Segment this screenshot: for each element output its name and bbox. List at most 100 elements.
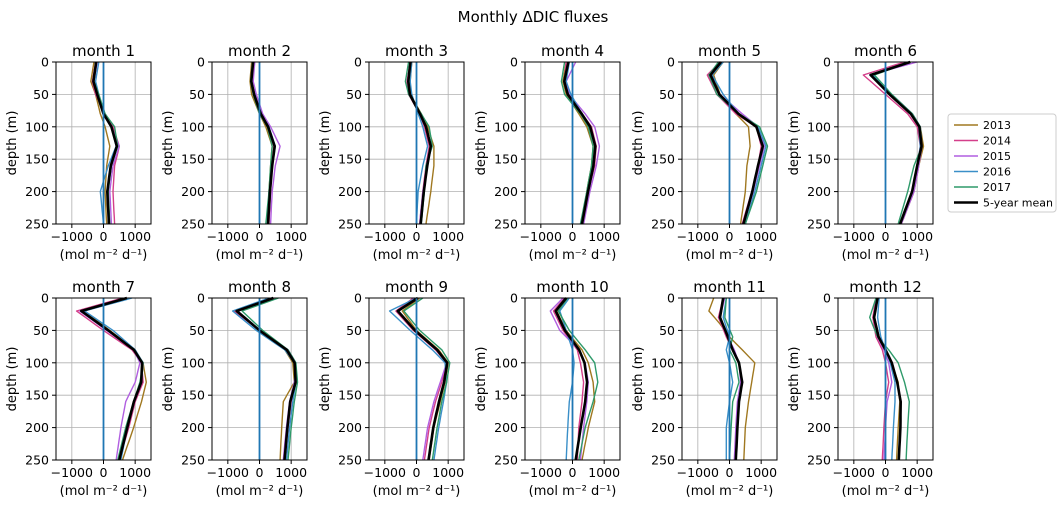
y-tick-label: 150 bbox=[494, 152, 518, 167]
y-tick-label: 200 bbox=[651, 420, 675, 435]
y-tick-label: 200 bbox=[181, 420, 205, 435]
y-tick-label: 250 bbox=[181, 217, 205, 232]
y-tick-label: 0 bbox=[41, 55, 49, 70]
x-axis-label: (mol m⁻² d⁻¹) bbox=[60, 248, 148, 263]
y-tick-label: 250 bbox=[25, 453, 49, 468]
y-tick-label: 200 bbox=[338, 420, 362, 435]
y-axis-label: depth (m) bbox=[5, 111, 20, 176]
panel-title: month 7 bbox=[72, 278, 135, 296]
y-tick-label: 250 bbox=[651, 217, 675, 232]
y-tick-label: 150 bbox=[338, 152, 362, 167]
x-tick-label: 1000 bbox=[901, 229, 933, 244]
y-tick-label: 100 bbox=[494, 119, 518, 134]
series-line-5-year-mean bbox=[554, 297, 589, 461]
series-line-2015 bbox=[565, 61, 601, 225]
y-tick-label: 150 bbox=[494, 388, 518, 403]
series-line-5-year-mean bbox=[406, 61, 433, 225]
y-axis-label: depth (m) bbox=[318, 347, 333, 412]
x-axis-label: (mol m⁻² d⁻¹) bbox=[373, 484, 461, 499]
x-tick-label: −1000 bbox=[677, 229, 719, 244]
panel-title: month 4 bbox=[541, 42, 604, 60]
series-line-5-year-mean bbox=[80, 296, 144, 461]
y-tick-label: 150 bbox=[181, 388, 205, 403]
panel-title: month 1 bbox=[72, 42, 135, 60]
y-tick-label: 100 bbox=[807, 355, 831, 370]
legend-label-2017: 2017 bbox=[983, 181, 1011, 194]
x-tick-label: −1000 bbox=[207, 465, 249, 480]
y-tick-label: 0 bbox=[510, 55, 518, 70]
legend-label-2015: 2015 bbox=[983, 150, 1011, 163]
panel-title: month 9 bbox=[385, 278, 448, 296]
x-axis-label: (mol m⁻² d⁻¹) bbox=[686, 484, 774, 499]
y-tick-label: 250 bbox=[181, 453, 205, 468]
x-axis-label: (mol m⁻² d⁻¹) bbox=[529, 484, 617, 499]
y-axis-label: depth (m) bbox=[631, 111, 646, 176]
y-axis-label: depth (m) bbox=[161, 111, 176, 176]
panel-3: 0 50 100 150 200 250−1000 0 1000 month 3 (mol m⁻²… bbox=[318, 42, 465, 263]
series-line-2013 bbox=[83, 297, 148, 461]
x-tick-label: 0 bbox=[882, 229, 890, 244]
panel-8: 0 50 100 150 200 250−1000 0 1000 month 8 (mol m⁻²… bbox=[161, 278, 308, 499]
y-tick-label: 100 bbox=[338, 119, 362, 134]
panel-title: month 11 bbox=[693, 278, 766, 296]
y-tick-label: 100 bbox=[494, 355, 518, 370]
x-tick-label: 0 bbox=[256, 465, 264, 480]
y-tick-label: 100 bbox=[181, 119, 205, 134]
series-line-2017 bbox=[708, 61, 769, 225]
x-tick-label: 0 bbox=[256, 229, 264, 244]
y-tick-label: 0 bbox=[41, 291, 49, 306]
legend-label-2013: 2013 bbox=[983, 119, 1011, 132]
y-tick-label: 50 bbox=[346, 87, 362, 102]
panel-title: month 8 bbox=[228, 278, 291, 296]
series-line-2017 bbox=[241, 297, 299, 461]
panel-title: month 5 bbox=[698, 42, 761, 60]
x-tick-label: −1000 bbox=[520, 229, 562, 244]
x-tick-label: 1000 bbox=[119, 465, 151, 480]
x-tick-label: 1000 bbox=[745, 465, 777, 480]
x-tick-label: 1000 bbox=[432, 465, 464, 480]
y-tick-label: 200 bbox=[25, 184, 49, 199]
series-line-2014 bbox=[862, 61, 921, 225]
panel-4: 0 50 100 150 200 250−1000 0 1000 month 4 (mol m⁻²… bbox=[474, 42, 621, 263]
series-line-2017 bbox=[557, 297, 599, 461]
x-tick-label: −1000 bbox=[207, 229, 249, 244]
series-line-2017 bbox=[724, 297, 740, 461]
series-line-5-year-mean bbox=[396, 296, 449, 461]
y-tick-label: 0 bbox=[510, 291, 518, 306]
y-tick-label: 50 bbox=[659, 323, 675, 338]
panel-1: 0 50 100 150 200 250−1000 0 1000 month 1 (mol m⁻²… bbox=[5, 42, 152, 263]
x-tick-label: −1000 bbox=[833, 465, 875, 480]
y-tick-label: 100 bbox=[807, 119, 831, 134]
x-tick-label: 1000 bbox=[588, 229, 620, 244]
y-tick-label: 200 bbox=[494, 184, 518, 199]
x-axis-label: (mol m⁻² d⁻¹) bbox=[686, 248, 774, 263]
y-tick-label: 250 bbox=[494, 217, 518, 232]
y-tick-label: 100 bbox=[338, 355, 362, 370]
series-line-5-year-mean bbox=[235, 296, 297, 461]
y-axis-label: depth (m) bbox=[161, 347, 176, 412]
y-tick-label: 0 bbox=[667, 291, 675, 306]
series-line-5-year-mean bbox=[869, 60, 923, 225]
x-tick-label: −1000 bbox=[364, 229, 406, 244]
y-tick-label: 150 bbox=[25, 388, 49, 403]
panel-9: 0 50 100 150 200 250−1000 0 1000 month 9 (mol m⁻²… bbox=[318, 278, 465, 499]
series-line-5-year-mean bbox=[92, 61, 119, 225]
y-tick-label: 200 bbox=[338, 184, 362, 199]
series-line-5-year-mean bbox=[709, 61, 765, 225]
panel-title: month 3 bbox=[385, 42, 448, 60]
x-tick-label: 0 bbox=[100, 465, 108, 480]
series-line-2016 bbox=[876, 297, 896, 461]
x-tick-label: 0 bbox=[726, 229, 734, 244]
series-line-2017 bbox=[403, 297, 451, 461]
y-tick-label: 200 bbox=[181, 184, 205, 199]
x-axis-label: (mol m⁻² d⁻¹) bbox=[529, 248, 617, 263]
y-tick-label: 50 bbox=[815, 323, 831, 338]
y-tick-label: 50 bbox=[189, 87, 205, 102]
y-axis-label: depth (m) bbox=[631, 347, 646, 412]
legend-label-5-year-mean: 5-year mean bbox=[983, 197, 1053, 210]
series-line-2016 bbox=[409, 61, 429, 225]
y-tick-label: 150 bbox=[651, 152, 675, 167]
legend: 2013 2014 2015 2016 2017 5-year mean bbox=[947, 113, 1057, 213]
x-tick-label: 1000 bbox=[119, 229, 151, 244]
series-line-2014 bbox=[872, 297, 890, 461]
